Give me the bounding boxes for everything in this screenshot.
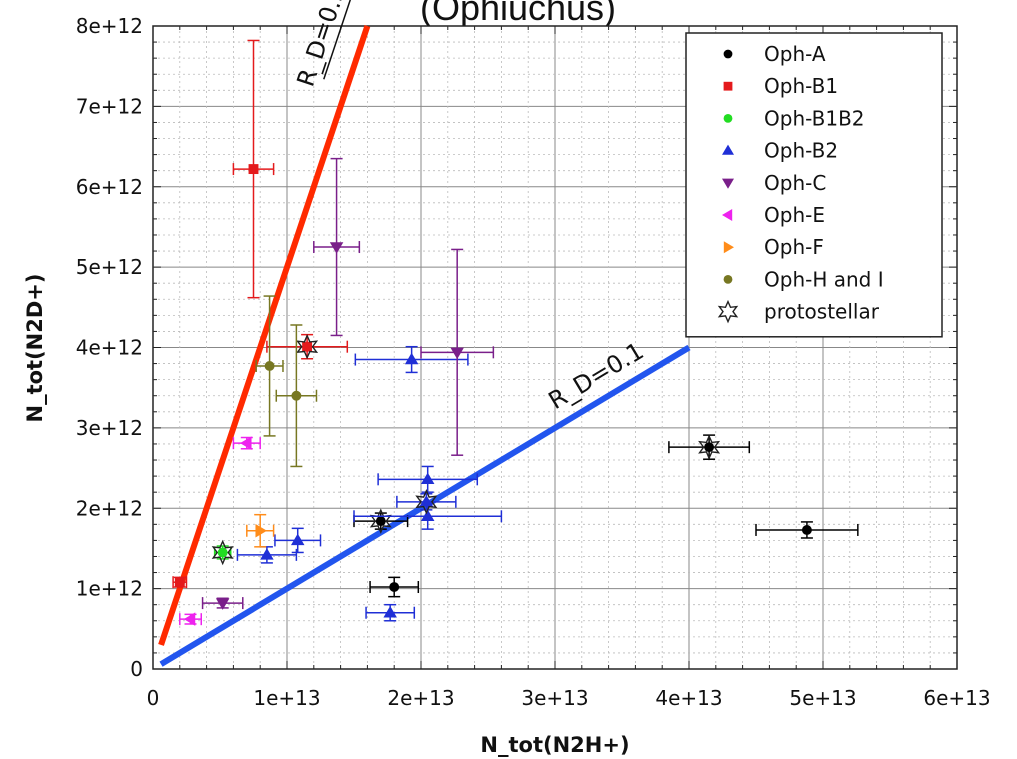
data-point <box>275 324 318 468</box>
marker <box>291 390 302 401</box>
marker <box>260 548 274 560</box>
legend-entry: Oph-E <box>764 203 825 227</box>
reference-label-underline <box>323 0 356 80</box>
data-point <box>369 576 420 598</box>
data-point <box>232 39 275 299</box>
y-tick-label: 1e+12 <box>76 577 143 601</box>
marker <box>264 361 275 371</box>
legend: Oph-A Oph-B1 Oph-B1B2 Oph-B2 Oph-C Oph-E Oph-F… <box>685 32 943 338</box>
y-tick-label: 0 <box>130 657 143 681</box>
x-axis: 0 1e+13 2e+13 3e+13 4e+13 5e+13 6e+13 <box>147 686 991 710</box>
legend-entry: Oph-C <box>764 171 826 195</box>
marker <box>404 352 419 365</box>
protostellar-star <box>698 434 721 460</box>
data-points <box>172 39 859 626</box>
legend-entry: Oph-B1B2 <box>764 106 865 130</box>
marker <box>248 164 259 175</box>
marker <box>240 436 252 450</box>
y-tick-label: 5e+12 <box>76 255 143 279</box>
protostellar-star <box>211 539 234 566</box>
legend-entry: Oph-B2 <box>764 139 838 163</box>
marker <box>329 242 344 254</box>
data-point <box>179 612 202 626</box>
x-tick-label: 1e+13 <box>253 686 320 710</box>
legend-marker <box>723 49 733 59</box>
legend-entry: Oph-F <box>764 235 824 259</box>
data-point <box>755 521 859 539</box>
data-point <box>201 597 244 610</box>
marker <box>450 347 464 360</box>
data-point <box>354 345 469 374</box>
legend-entry: Oph-B1 <box>764 74 838 98</box>
y-tick-label: 7e+12 <box>76 94 143 118</box>
marker <box>217 547 228 558</box>
y-axis: 0 1e+12 2e+12 3e+12 4e+12 5e+12 6e+12 7e+12 8e+1… <box>76 14 143 681</box>
marker <box>215 598 230 610</box>
marker <box>375 516 386 527</box>
marker <box>420 509 435 522</box>
legend-entry: Oph-H and I <box>764 267 884 291</box>
data-point <box>232 436 261 450</box>
data-point <box>396 489 457 515</box>
marker <box>255 524 267 538</box>
legend-entry: protostellar <box>764 300 880 324</box>
x-tick-label: 0 <box>147 686 160 710</box>
marker <box>183 612 196 626</box>
marker <box>704 442 715 453</box>
marker <box>801 525 812 535</box>
legend-marker <box>717 299 739 324</box>
legend-marker <box>723 241 734 254</box>
data-point <box>420 248 495 456</box>
data-point <box>172 576 188 589</box>
reference-line <box>158 25 371 646</box>
data-point <box>668 434 751 460</box>
y-tick-label: 8e+12 <box>76 14 143 38</box>
x-tick-label: 5e+13 <box>789 686 856 710</box>
data-point <box>266 333 349 360</box>
legend-marker <box>722 178 734 189</box>
x-tick-label: 3e+13 <box>521 686 588 710</box>
data-point <box>246 513 275 548</box>
legend-marker <box>723 81 733 91</box>
marker <box>383 605 397 618</box>
data-point <box>313 157 361 337</box>
marker <box>290 533 305 546</box>
y-tick-label: 6e+12 <box>76 175 143 199</box>
data-point <box>211 539 234 566</box>
legend-marker <box>723 275 733 284</box>
marker <box>389 582 400 592</box>
marker <box>302 341 313 352</box>
x-tick-label: 4e+13 <box>655 686 722 710</box>
legend-marker <box>722 209 733 221</box>
x-axis-title: N_tot(N2H+) <box>480 733 629 757</box>
protostellar-star <box>415 489 438 515</box>
data-point <box>365 603 416 622</box>
y-axis-title: N_tot(N2D+) <box>23 274 47 423</box>
marker <box>420 472 435 485</box>
y-tick-label: 4e+12 <box>76 336 143 360</box>
data-point <box>353 502 503 530</box>
data-point <box>255 295 284 437</box>
y-tick-label: 2e+12 <box>76 496 143 520</box>
x-tick-label: 6e+13 <box>923 686 990 710</box>
legend-entry: Oph-A <box>764 42 826 66</box>
protostellar-star <box>296 333 319 360</box>
x-tick-label: 2e+13 <box>387 686 454 710</box>
chart-title: (Ophiuchus) <box>420 0 616 28</box>
y-tick-label: 3e+12 <box>76 416 143 440</box>
marker <box>174 577 185 588</box>
legend-marker <box>722 144 734 155</box>
data-point <box>274 527 322 554</box>
marker <box>419 495 434 507</box>
legend-marker <box>723 114 733 123</box>
